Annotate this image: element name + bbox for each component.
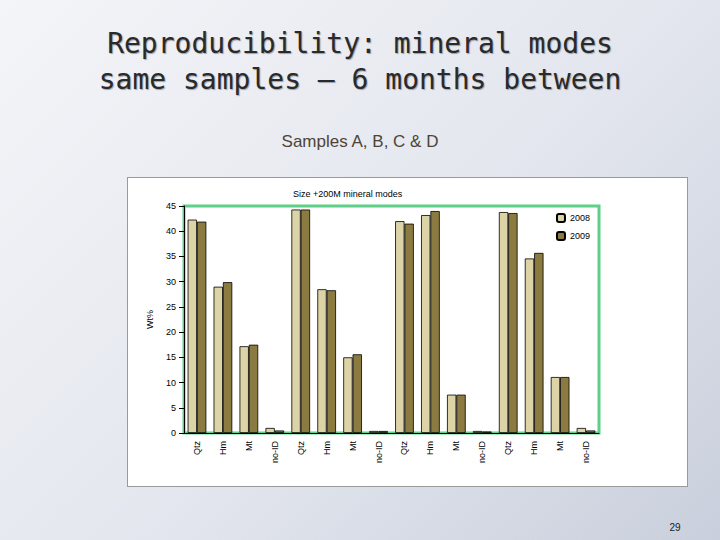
svg-text:Mt: Mt bbox=[451, 441, 461, 451]
svg-text:Hm: Hm bbox=[425, 441, 435, 455]
html-text:29: 29 bbox=[669, 522, 681, 533]
svg-text:Hm: Hm bbox=[218, 441, 228, 455]
svg-text:no-ID: no-ID bbox=[477, 441, 487, 464]
svg-text:no-ID: no-ID bbox=[581, 441, 591, 464]
svg-text:Mt: Mt bbox=[348, 441, 358, 451]
svg-text:Mt: Mt bbox=[244, 441, 254, 451]
svg-text:Mt: Mt bbox=[555, 441, 565, 451]
svg-text:30: 30 bbox=[166, 277, 176, 287]
svg-text:2008: 2008 bbox=[570, 213, 590, 223]
svg-text:40: 40 bbox=[166, 226, 176, 236]
svg-text:Qtz: Qtz bbox=[192, 441, 202, 456]
svg-text:no-ID: no-ID bbox=[374, 441, 384, 464]
html-text:Reproducibility: mineral modes: Reproducibility: mineral modes bbox=[107, 27, 613, 60]
svg-text:10: 10 bbox=[166, 378, 176, 388]
svg-text:Qtz: Qtz bbox=[503, 441, 513, 456]
svg-text:2009: 2009 bbox=[570, 231, 590, 241]
svg-text:Size +200M mineral modes: Size +200M mineral modes bbox=[293, 189, 403, 199]
html-text:Samples A, B, C & D: Samples A, B, C & D bbox=[281, 132, 439, 151]
svg-text:Qtz: Qtz bbox=[296, 441, 306, 456]
svg-text:no-ID: no-ID bbox=[270, 441, 280, 464]
svg-text:Hm: Hm bbox=[322, 441, 332, 455]
svg-text:Qtz: Qtz bbox=[399, 441, 409, 456]
html-text:same samples – 6 months betwee: same samples – 6 months between bbox=[98, 63, 622, 96]
svg-text:25: 25 bbox=[166, 302, 176, 312]
svg-text:Wt%: Wt% bbox=[145, 310, 155, 329]
svg-text:15: 15 bbox=[166, 352, 176, 362]
svg-text:45: 45 bbox=[166, 201, 176, 211]
svg-text:20: 20 bbox=[166, 327, 176, 337]
svg-text:35: 35 bbox=[166, 251, 176, 261]
svg-text:5: 5 bbox=[171, 403, 176, 413]
svg-text:Hm: Hm bbox=[529, 441, 539, 455]
svg-text:0: 0 bbox=[171, 428, 176, 438]
